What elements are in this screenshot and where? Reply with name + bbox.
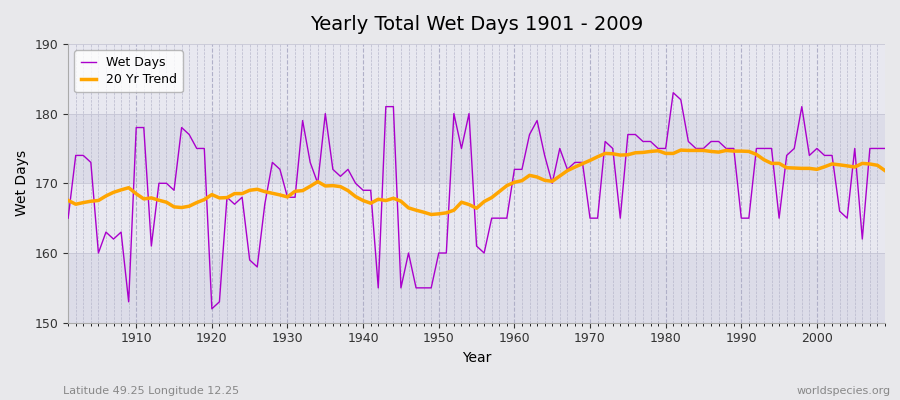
Bar	[68, 253, 885, 323]
20 Yr Trend	[509, 180, 520, 185]
Wet Days	[879, 146, 890, 151]
Legend: Wet Days, 20 Yr Trend: Wet Days, 20 Yr Trend	[75, 50, 183, 92]
Wet Days	[668, 90, 679, 95]
20 Yr Trend	[879, 168, 890, 173]
Bar	[68, 44, 885, 114]
20 Yr Trend	[123, 185, 134, 190]
Wet Days	[343, 167, 354, 172]
Text: Latitude 49.25 Longitude 12.25: Latitude 49.25 Longitude 12.25	[63, 386, 239, 396]
Wet Days	[517, 167, 527, 172]
20 Yr Trend	[675, 148, 686, 152]
Line: Wet Days: Wet Days	[68, 93, 885, 309]
Wet Days	[297, 118, 308, 123]
Wet Days	[509, 167, 520, 172]
Wet Days	[123, 300, 134, 304]
20 Yr Trend	[426, 212, 436, 217]
Line: 20 Yr Trend: 20 Yr Trend	[68, 150, 885, 214]
X-axis label: Year: Year	[462, 351, 491, 365]
Wet Days	[63, 216, 74, 220]
Title: Yearly Total Wet Days 1901 - 2009: Yearly Total Wet Days 1901 - 2009	[310, 15, 644, 34]
20 Yr Trend	[335, 184, 346, 189]
Wet Days	[608, 146, 618, 151]
20 Yr Trend	[608, 151, 618, 156]
20 Yr Trend	[63, 198, 74, 203]
Text: worldspecies.org: worldspecies.org	[796, 386, 891, 396]
20 Yr Trend	[290, 189, 301, 194]
Bar	[68, 183, 885, 253]
Bar	[68, 114, 885, 183]
20 Yr Trend	[517, 178, 527, 183]
Wet Days	[206, 306, 217, 311]
Y-axis label: Wet Days: Wet Days	[15, 150, 29, 216]
